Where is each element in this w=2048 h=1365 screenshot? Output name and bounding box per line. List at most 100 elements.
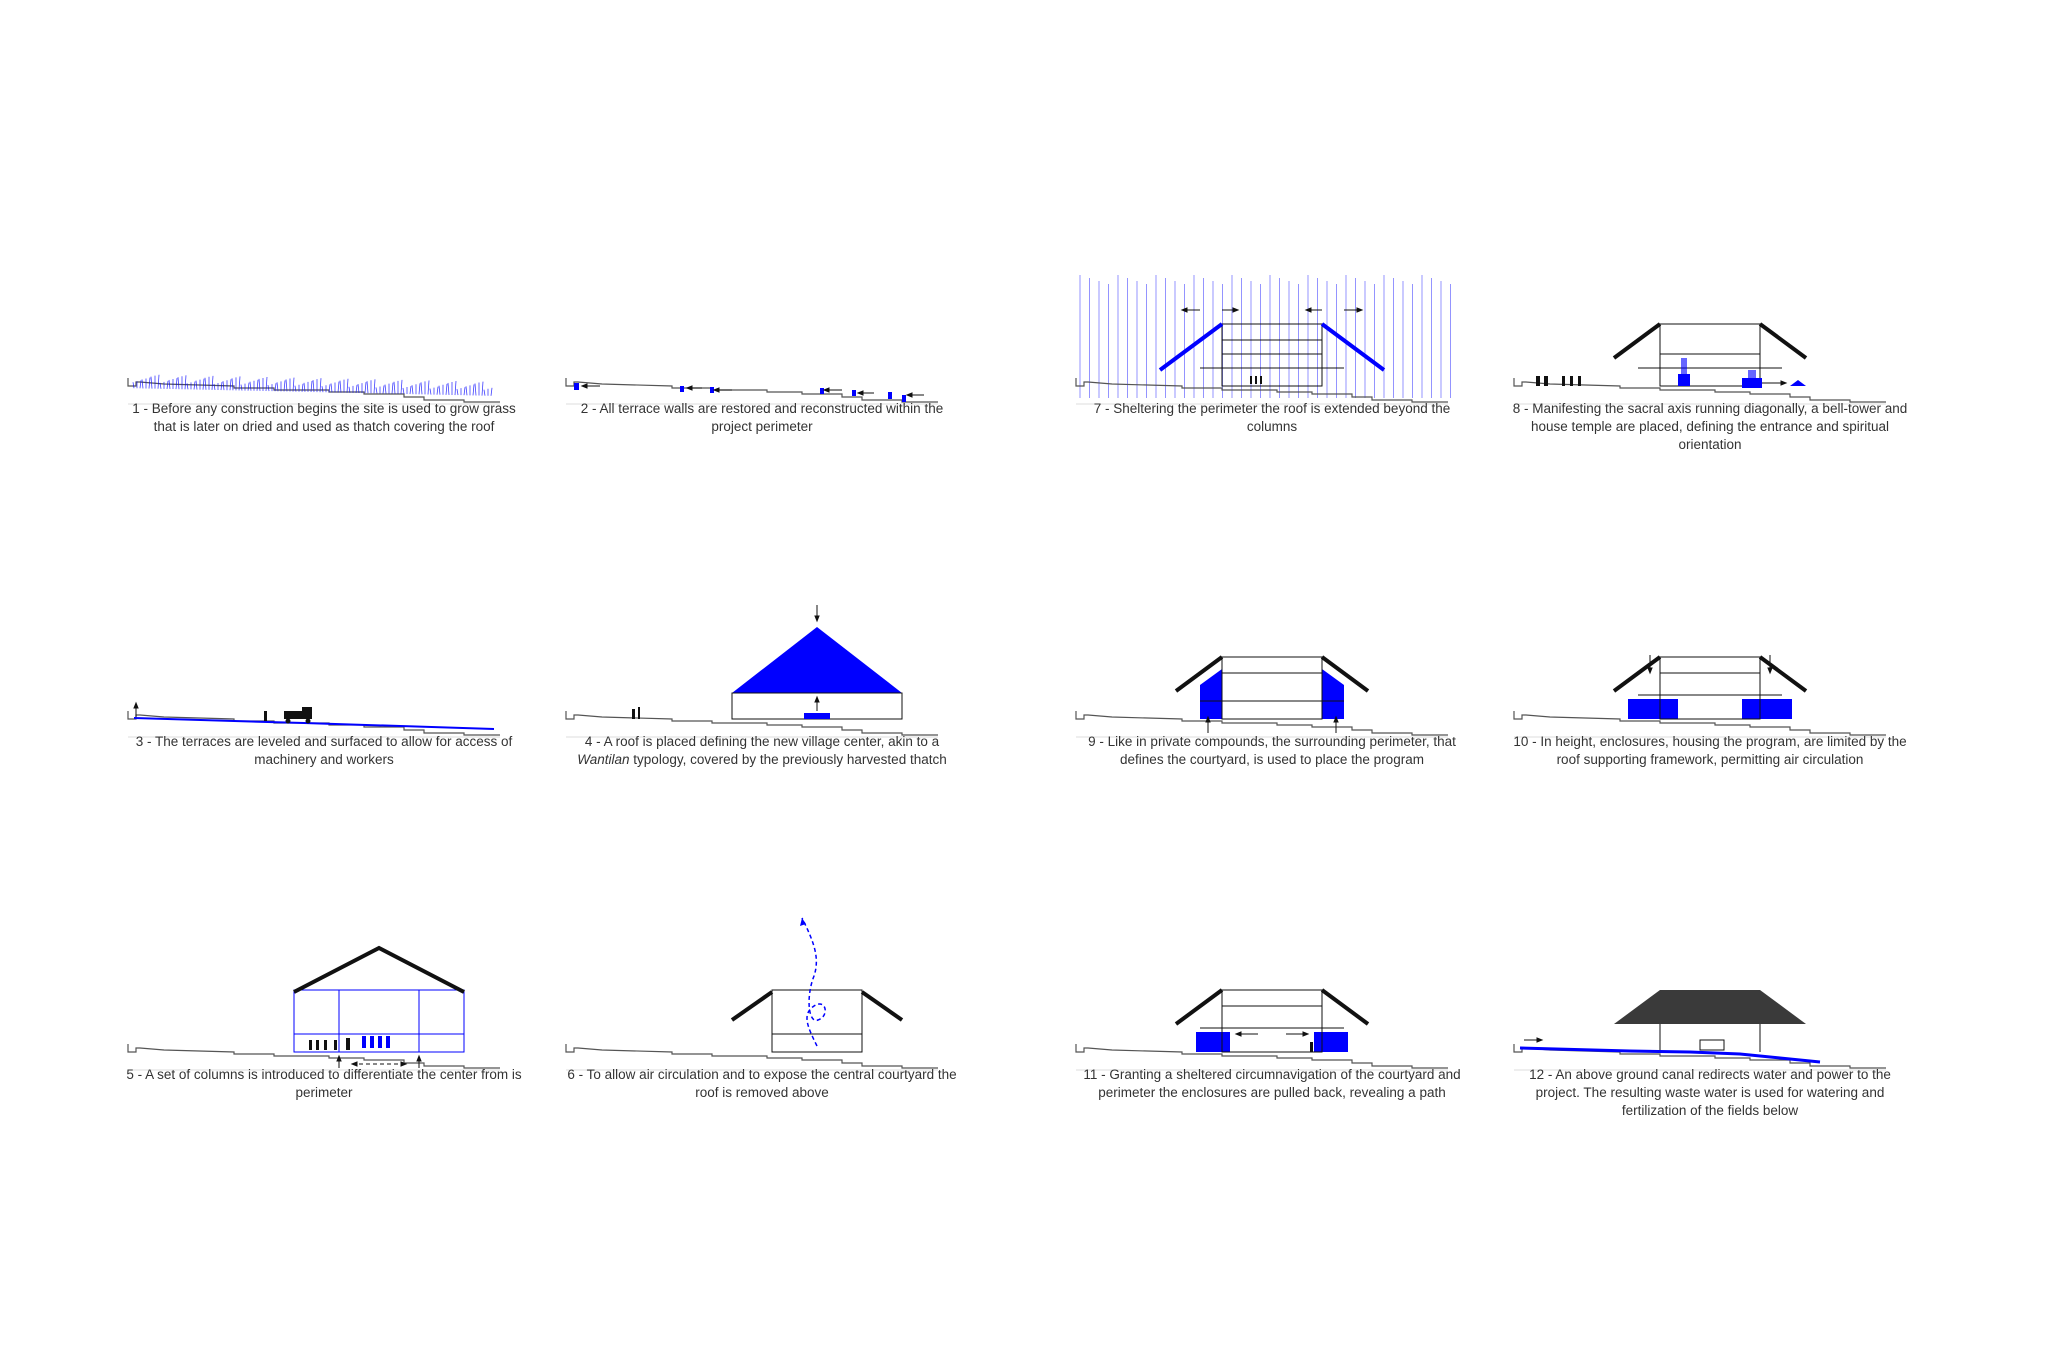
grass-blade (429, 388, 432, 395)
restoration-arrows (580, 383, 924, 398)
grass-blade (490, 387, 493, 396)
grass-blade (276, 382, 279, 392)
program-arrows (1205, 715, 1339, 733)
grass-blade (483, 389, 486, 396)
grass-blade (474, 383, 477, 396)
panel-caption: 3 - The terraces are leveled and surface… (135, 734, 513, 767)
grass-blade (211, 375, 214, 390)
grass-blade (193, 381, 196, 390)
grass-blade (382, 385, 385, 394)
pavilion-frame (1200, 323, 1344, 387)
people-figures-highlight (362, 1036, 390, 1048)
worker-figure (264, 711, 267, 721)
water-canal (1519, 1046, 1821, 1064)
house-temple (1742, 370, 1762, 388)
grass-blade (319, 378, 322, 393)
panel-caption: 12 - An above ground canal redirects wat… (1529, 1067, 1891, 1118)
section-drawing (565, 378, 938, 405)
canal-arrow (1524, 1037, 1544, 1043)
grass-blade (177, 377, 180, 390)
grass-blade (348, 386, 351, 393)
grass-blade (310, 380, 313, 393)
air-circulation-arrow (801, 917, 826, 1047)
roof (1174, 988, 1370, 1026)
people-figures (632, 707, 640, 719)
grass-blade (472, 384, 475, 396)
diagram-panel-1: 1 - Before any construction begins the s… (124, 270, 524, 436)
grass-blade (438, 385, 441, 395)
section-drawing (1513, 655, 1886, 738)
pavilion-frame (1200, 656, 1344, 720)
people-figures (1536, 376, 1581, 386)
ground-line (1075, 378, 1448, 403)
air-arrowhead (800, 918, 806, 926)
height-limit-arrows (1647, 655, 1773, 675)
grass-blade (258, 378, 261, 391)
diagram-panel-8: 8 - Manifesting the sacral axis running … (1510, 270, 1910, 454)
grass-blade (301, 383, 304, 392)
grass-blade (337, 381, 340, 393)
panel-caption: 9 - Like in private compounds, the surro… (1088, 734, 1456, 767)
diagram-panel-11: 11 - Granting a sheltered circumnavigati… (1072, 936, 1472, 1102)
diagram-panel-9: 9 - Like in private compounds, the surro… (1072, 603, 1472, 769)
people-figures (1250, 376, 1262, 384)
grass-blade (186, 383, 189, 390)
grass-blade (220, 382, 223, 391)
grass-blade (283, 380, 286, 392)
grass-blade (240, 384, 243, 391)
grass-blade (445, 383, 448, 395)
program-enclosures (1200, 669, 1344, 719)
axis-arrow (1762, 380, 1788, 386)
grass-blade (159, 382, 162, 389)
grass-blade (339, 380, 342, 393)
column-grid (293, 989, 465, 1053)
ground-line (1513, 378, 1886, 403)
ground-line (565, 378, 938, 403)
section-drawing (127, 374, 500, 405)
bell-tower (1678, 358, 1690, 386)
diagram-panel-3: 3 - The terraces are leveled and surface… (124, 603, 524, 769)
grass-blade (373, 379, 376, 394)
grass-blade (465, 386, 468, 396)
section-drawing (565, 917, 938, 1071)
terraced-ground (565, 711, 938, 738)
diagram-panel-2: 2 - All terrace walls are restored and r… (562, 270, 962, 436)
ground-line (1075, 1044, 1448, 1069)
grass-blade (420, 382, 423, 395)
grass-blade (321, 386, 324, 393)
grass-blade (456, 389, 459, 396)
grass-blade (294, 385, 297, 392)
terraced-ground (127, 1044, 500, 1071)
pavilion-frame (1638, 323, 1782, 387)
pull-back-arrows (1234, 1031, 1310, 1037)
pavilion-frame (1200, 989, 1344, 1053)
grass-blade (357, 383, 360, 394)
terraced-ground (565, 378, 938, 405)
completed-roof (1614, 990, 1806, 1024)
grass-blade (292, 377, 295, 392)
grass-blade (256, 379, 259, 391)
grass-blade (238, 376, 241, 391)
grass-blade (184, 375, 187, 390)
grass-blade (409, 386, 412, 395)
section-drawing (1075, 988, 1448, 1071)
diagram-panel-12: 12 - An above ground canal redirects wat… (1510, 936, 1910, 1120)
grass-blade (249, 381, 252, 391)
pavilion-frame (1659, 1024, 1761, 1052)
terraced-ground (1075, 378, 1448, 405)
section-drawing (565, 605, 938, 738)
roof (293, 945, 465, 994)
ground-line (127, 1044, 500, 1069)
terraced-ground (1075, 1044, 1448, 1071)
roof (1612, 322, 1808, 360)
panel-caption: 2 - All terrace walls are restored and r… (580, 401, 944, 434)
grass-blade (202, 378, 205, 390)
grass-blade (364, 382, 367, 394)
grass-blade (132, 382, 135, 389)
grass-blade (157, 374, 160, 389)
panel-caption: 4 - A roof is placed defining the new vi… (577, 734, 947, 767)
section-drawing (1075, 655, 1448, 738)
diagram-panel-10: 10 - In height, enclosures, housing the … (1510, 603, 1910, 769)
grass-blade (427, 380, 430, 395)
grass-blade (463, 387, 466, 396)
